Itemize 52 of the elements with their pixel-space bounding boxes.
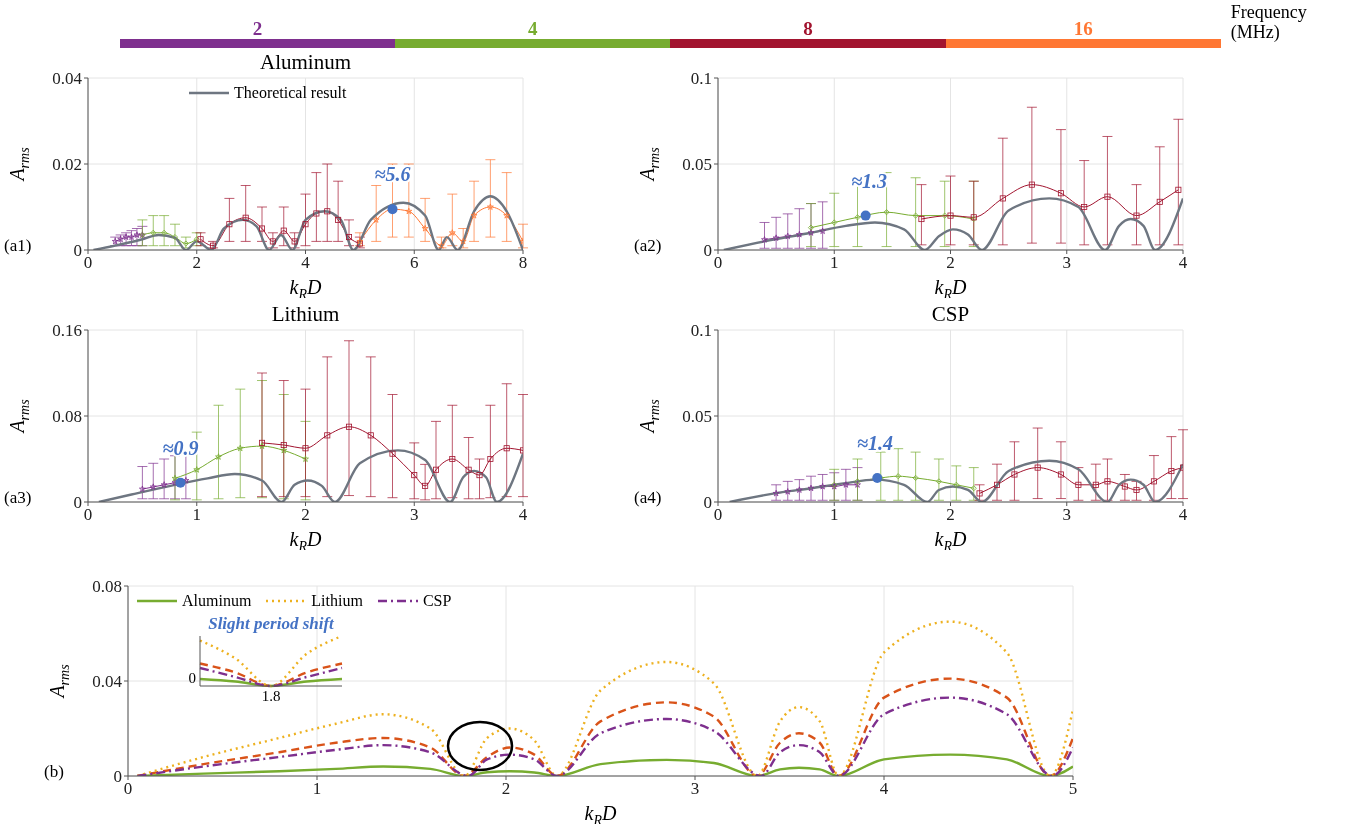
chart-title: Lithium bbox=[270, 302, 341, 327]
x-tick-label: 4 bbox=[1178, 505, 1188, 525]
annotation: 0 bbox=[187, 670, 196, 687]
x-tick-label: 1 bbox=[192, 505, 201, 525]
y-tick-label: 0.04 bbox=[92, 672, 123, 692]
y-tick-label: 0.08 bbox=[52, 407, 82, 427]
y-tick-label: 0.05 bbox=[682, 155, 712, 175]
y-tick-label: 0.16 bbox=[52, 321, 82, 341]
x-tick-label: 2 bbox=[946, 253, 955, 273]
legend-title: Frequency (MHz) bbox=[1230, 2, 1308, 42]
legend-label: Lithium bbox=[311, 592, 363, 610]
x-tick-label: 3 bbox=[690, 779, 700, 799]
x-tick-label: 1 bbox=[830, 253, 839, 273]
x-tick-label: 6 bbox=[410, 253, 419, 273]
x-tick-label: 1 bbox=[312, 779, 322, 799]
category-label: 16 bbox=[1073, 18, 1093, 39]
legend-label: CSP bbox=[422, 592, 452, 610]
x-tick-label: 4 bbox=[301, 253, 311, 273]
x-tick-label: 3 bbox=[1062, 253, 1071, 273]
text: (a4) bbox=[634, 488, 662, 508]
y-tick-label: 0.02 bbox=[52, 155, 82, 175]
x-tick-label: 1 bbox=[830, 505, 839, 525]
annotation: 1.8 bbox=[260, 688, 282, 705]
y-tick-label: 0.1 bbox=[690, 321, 712, 341]
category-label: 2 bbox=[252, 18, 263, 39]
chart-title: Aluminum bbox=[259, 50, 352, 75]
x-tick-label: 4 bbox=[1178, 253, 1188, 273]
x-tick-label: 2 bbox=[501, 779, 511, 799]
annotation: ≈1.4 bbox=[856, 431, 893, 454]
text: (a2) bbox=[634, 236, 662, 256]
text: (b) bbox=[44, 762, 64, 782]
y-tick-label: 0.08 bbox=[92, 577, 122, 597]
x-tick-label: 2 bbox=[301, 505, 310, 525]
y-tick-label: 0.04 bbox=[52, 69, 83, 89]
x-tick-label: 8 bbox=[518, 253, 528, 273]
text: (a1) bbox=[4, 236, 32, 256]
x-tick-label: 2 bbox=[946, 505, 955, 525]
category-label: 8 bbox=[803, 18, 813, 39]
text: (a3) bbox=[4, 488, 32, 508]
y-tick-label: 0.05 bbox=[682, 407, 712, 427]
x-tick-label: 3 bbox=[410, 505, 419, 525]
x-tick-label: 2 bbox=[192, 253, 201, 273]
y-tick-label: 0.1 bbox=[690, 69, 712, 89]
legend-label: Aluminum bbox=[182, 592, 252, 610]
category-label: 4 bbox=[528, 18, 538, 39]
x-tick-label: 3 bbox=[1062, 505, 1071, 525]
x-tick-label: 4 bbox=[879, 779, 889, 799]
x-tick-label: 4 bbox=[518, 505, 528, 525]
chart-title: Slight period shift bbox=[207, 614, 335, 634]
chart-title: CSP bbox=[930, 302, 971, 327]
legend-label: Theoretical result bbox=[234, 84, 347, 102]
x-tick-label: 5 bbox=[1068, 779, 1078, 799]
